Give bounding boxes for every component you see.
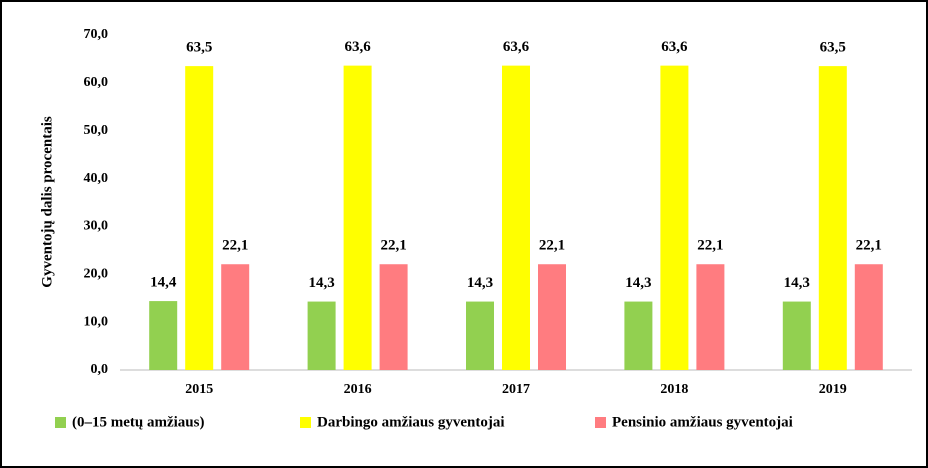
y-tick-label: 70,0 [84, 27, 109, 42]
x-tick-label: 2015 [185, 382, 213, 397]
value-label: 14,3 [308, 275, 334, 291]
bar [660, 65, 689, 370]
value-label: 22,1 [856, 238, 882, 254]
value-label: 22,1 [539, 238, 565, 254]
value-label: 63,6 [344, 39, 371, 55]
value-label: 63,5 [186, 40, 212, 56]
bar [696, 264, 725, 370]
y-tick-label: 20,0 [84, 267, 109, 282]
x-tick-label: 2018 [660, 382, 688, 397]
bar [221, 264, 250, 370]
value-label: 14,3 [625, 275, 651, 291]
x-tick-label: 2019 [819, 382, 847, 397]
y-axis-label: Gyventojų dalis procentais [39, 116, 55, 288]
value-label: 63,5 [820, 40, 846, 56]
y-tick-label: 10,0 [84, 314, 109, 329]
y-tick-label: 60,0 [84, 75, 109, 90]
bar [782, 301, 811, 370]
bar [624, 301, 653, 370]
bar [502, 65, 530, 370]
bar [149, 301, 178, 370]
legend-swatch [595, 417, 606, 428]
y-tick-label: 50,0 [84, 123, 109, 138]
y-tick-label: 0,0 [91, 362, 109, 377]
legend-label: Pensinio amžiaus gyventojai [612, 414, 793, 430]
bar [343, 65, 372, 370]
value-label: 22,1 [380, 238, 406, 254]
x-tick-label: 2017 [502, 382, 530, 397]
value-label: 14,4 [150, 275, 177, 291]
bar [185, 66, 214, 370]
y-tick-label: 30,0 [84, 219, 109, 234]
bar [538, 264, 566, 370]
value-label: 63,6 [661, 39, 688, 55]
legend-swatch [55, 417, 66, 428]
value-label: 22,1 [697, 238, 723, 254]
legend-label: (0–15 metų amžiaus) [72, 414, 204, 430]
bar [466, 301, 494, 370]
legend-swatch [300, 417, 311, 428]
legend-label: Darbingo amžiaus gyventojai [317, 414, 505, 430]
bar [307, 301, 336, 370]
bar [379, 264, 408, 370]
bar [818, 66, 847, 370]
bar [854, 264, 883, 370]
value-label: 63,6 [503, 39, 530, 55]
value-label: 14,3 [467, 275, 493, 291]
x-tick-label: 2016 [344, 382, 372, 397]
y-tick-label: 40,0 [84, 171, 109, 186]
value-label: 22,1 [222, 238, 248, 254]
value-label: 14,3 [784, 275, 810, 291]
